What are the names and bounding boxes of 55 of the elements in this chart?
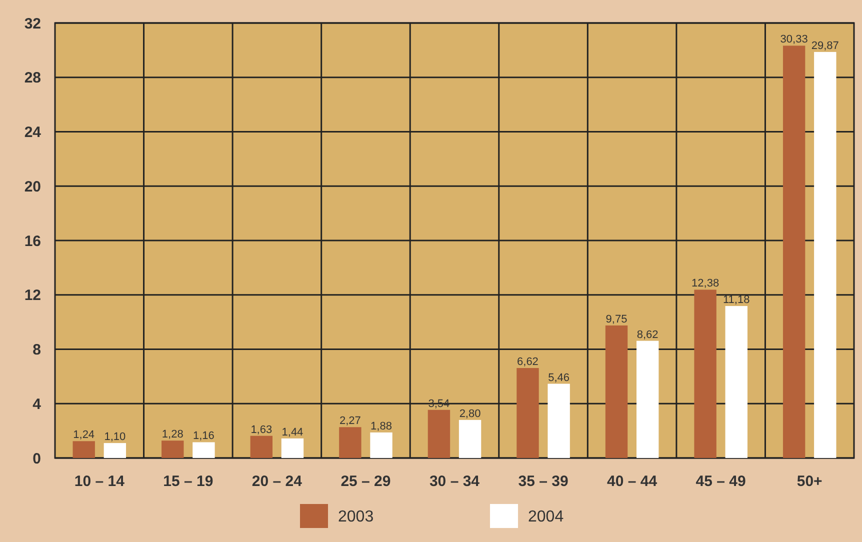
y-tick-label: 16 xyxy=(24,232,41,250)
x-tick-label: 25 – 29 xyxy=(340,473,391,490)
bar xyxy=(104,443,126,458)
data-label: 1,24 xyxy=(73,429,95,442)
legend-label: 2004 xyxy=(528,508,564,526)
data-label: 8,62 xyxy=(636,328,658,341)
bar xyxy=(370,432,392,458)
y-tick-label: 28 xyxy=(24,70,41,87)
y-tick-label: 32 xyxy=(24,15,41,32)
data-label: 6,62 xyxy=(517,356,538,368)
data-label: 1,10 xyxy=(104,431,126,444)
x-tick-label: 10 – 14 xyxy=(74,473,126,490)
bar xyxy=(814,52,836,458)
bar xyxy=(162,440,184,458)
data-label: 5,46 xyxy=(548,372,570,384)
data-label: 30,33 xyxy=(780,34,808,46)
x-tick-label: 35 – 39 xyxy=(518,473,568,490)
data-label: 12,38 xyxy=(692,278,720,290)
x-tick-label: 40 – 44 xyxy=(607,473,658,490)
y-tick-label: 4 xyxy=(32,396,42,413)
data-label: 1,28 xyxy=(162,428,184,441)
data-label: 11,18 xyxy=(723,294,750,306)
x-tick-label: 15 – 19 xyxy=(163,473,214,490)
data-label: 2,80 xyxy=(459,408,481,420)
bar xyxy=(250,436,273,458)
data-label: 9,75 xyxy=(606,313,628,326)
data-label: 1,88 xyxy=(370,420,392,432)
x-tick-label: 30 – 34 xyxy=(429,473,480,490)
legend-label: 2003 xyxy=(338,508,374,526)
x-tick-label: 45 – 49 xyxy=(696,473,746,490)
bar xyxy=(725,306,748,458)
y-tick-label: 0 xyxy=(32,450,41,468)
y-tick-label: 12 xyxy=(24,287,41,304)
bar xyxy=(548,384,570,458)
data-label: 1,44 xyxy=(282,426,304,438)
data-label: 2,27 xyxy=(339,415,361,428)
data-label: 1,63 xyxy=(250,424,272,436)
bar xyxy=(428,410,450,458)
y-tick-label: 20 xyxy=(24,178,41,196)
data-label: 1,16 xyxy=(192,430,214,442)
x-tick-label: 50+ xyxy=(796,473,823,490)
bar xyxy=(192,442,215,458)
bar xyxy=(458,420,482,458)
bar xyxy=(281,438,304,458)
x-tick-label: 20 – 24 xyxy=(252,473,303,490)
data-label: 29,87 xyxy=(811,40,839,52)
bar xyxy=(782,46,806,458)
bar xyxy=(636,340,659,458)
bar xyxy=(605,325,628,458)
y-tick-label: 8 xyxy=(32,342,41,358)
bar xyxy=(339,427,362,458)
bar xyxy=(72,441,95,458)
y-tick-label: 24 xyxy=(24,124,42,141)
bar xyxy=(694,290,716,458)
bar xyxy=(516,368,539,458)
